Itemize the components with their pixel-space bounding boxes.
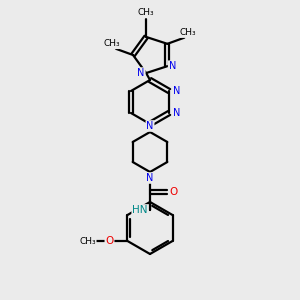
Text: O: O — [170, 187, 178, 197]
Text: N: N — [169, 61, 176, 71]
Text: HN: HN — [132, 205, 148, 215]
Text: CH₃: CH₃ — [79, 236, 96, 245]
Text: N: N — [137, 68, 145, 78]
Text: N: N — [173, 108, 181, 118]
Text: CH₃: CH₃ — [104, 39, 120, 48]
Text: N: N — [146, 121, 154, 131]
Text: O: O — [105, 236, 114, 246]
Text: N: N — [173, 86, 181, 96]
Text: N: N — [146, 173, 154, 183]
Text: CH₃: CH₃ — [180, 28, 196, 37]
Text: CH₃: CH₃ — [138, 8, 154, 17]
